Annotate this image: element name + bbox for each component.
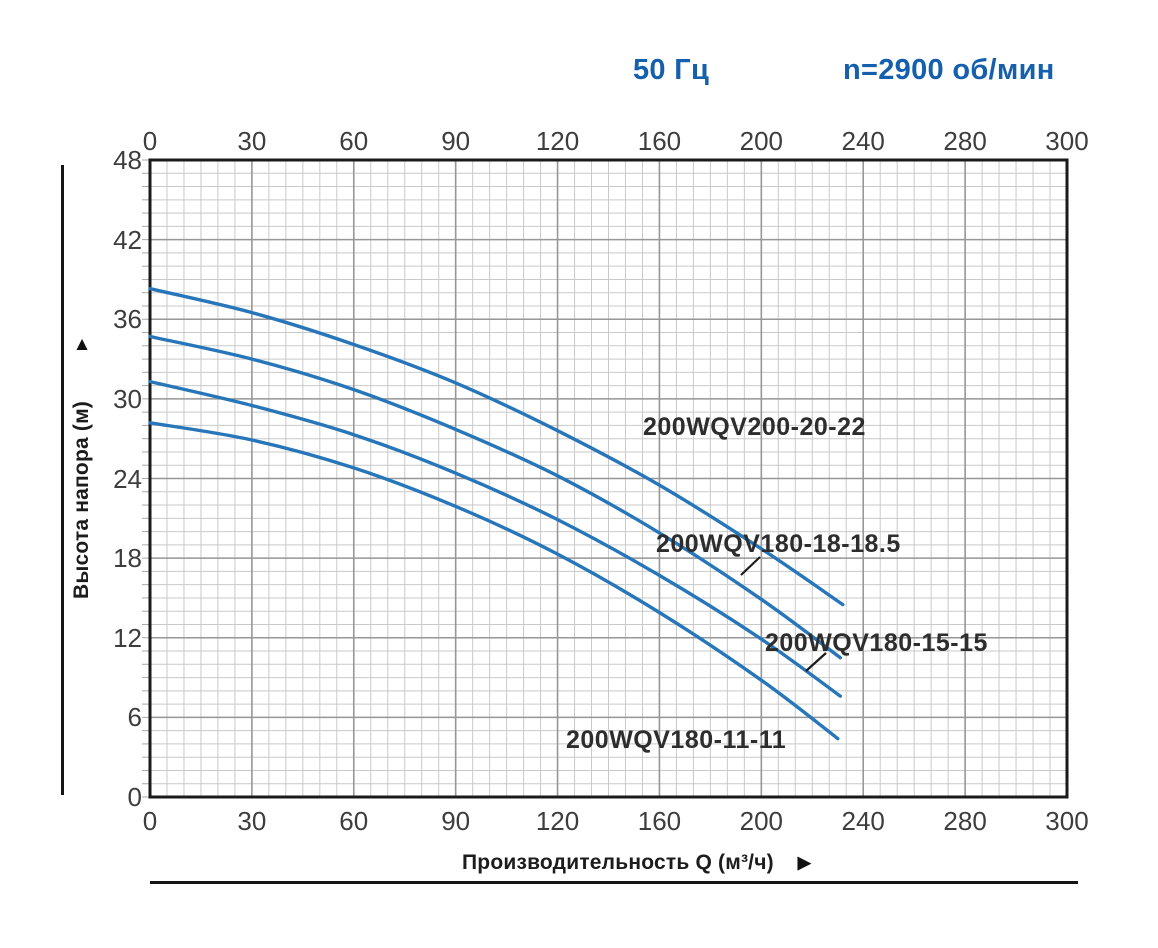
- bottom-edge-rule: [150, 881, 1078, 884]
- x-top-tick-120: 120: [535, 126, 580, 156]
- left-edge-rule: [61, 165, 64, 795]
- x-bottom-tick-120: 120: [535, 806, 580, 836]
- y-tick-6: 6: [127, 702, 142, 733]
- x-axis-arrow-icon: ▶: [797, 853, 812, 872]
- x-top-tick-240: 240: [841, 126, 885, 156]
- grid-line: [740, 556, 761, 576]
- y-tick-42: 42: [113, 224, 142, 255]
- curve-label-200WQV180-18-18.5: 200WQV180-18-18.5: [656, 530, 901, 558]
- x-bottom-tick-200: 200: [739, 806, 784, 836]
- y-axis-arrow-icon: ▲: [72, 334, 92, 355]
- x-bottom-tick-90: 90: [441, 806, 471, 836]
- x-bottom-tick-0: 0: [142, 806, 158, 836]
- x-bottom-tick-30: 30: [237, 806, 267, 836]
- curve-label-200WQV180-11-11: 200WQV180-11-11: [566, 726, 787, 754]
- pump-curve-200WQV180-11-11: [148, 421, 840, 741]
- x-bottom-tick-60: 60: [339, 806, 369, 836]
- y-tick-12: 12: [113, 622, 142, 653]
- x-top-tick-280: 280: [943, 126, 987, 156]
- frequency-label: 50 Гц: [633, 54, 710, 86]
- x-top-tick-0: 0: [142, 126, 158, 156]
- y-tick-30: 30: [113, 383, 142, 414]
- y-axis-title: Высота напора (м): [70, 400, 93, 600]
- x-axis-title-row: Производительность Q (м³/ч) ▶: [462, 851, 811, 875]
- x-top-tick-90: 90: [441, 126, 471, 156]
- curve-label-200WQV200-20-22: 200WQV200-20-22: [643, 413, 866, 441]
- y-tick-48: 48: [113, 145, 142, 175]
- grid-major-lines: [149, 159, 1068, 798]
- pump-curve-200WQV180-18-18.5: [148, 334, 842, 660]
- x-axis-title: Производительность Q (м³/ч): [462, 851, 774, 874]
- y-tick-18: 18: [113, 543, 142, 574]
- grid-minor-lines: [149, 159, 1068, 798]
- y-axis-outer-ticks: [142, 159, 150, 798]
- x-top-tick-200: 200: [739, 126, 784, 156]
- x-bottom-tick-160: 160: [637, 806, 682, 836]
- x-bottom-tick-300: 300: [1045, 806, 1089, 836]
- rotation-speed-label: n=2900 об/мин: [843, 54, 1055, 86]
- pump-performance-curves: [148, 287, 845, 741]
- x-top-tick-30: 30: [237, 126, 267, 156]
- x-top-tick-60: 60: [339, 126, 369, 156]
- y-tick-24: 24: [113, 463, 142, 494]
- plot-border: [148, 158, 1069, 799]
- x-top-tick-160: 160: [637, 126, 682, 156]
- y-tick-0: 0: [127, 782, 142, 812]
- x-bottom-tick-240: 240: [841, 806, 885, 836]
- x-top-tick-300: 300: [1045, 126, 1089, 156]
- x-bottom-tick-280: 280: [943, 806, 987, 836]
- curve-label-200WQV180-15-15: 200WQV180-15-15: [765, 629, 988, 657]
- y-tick-36: 36: [113, 304, 142, 335]
